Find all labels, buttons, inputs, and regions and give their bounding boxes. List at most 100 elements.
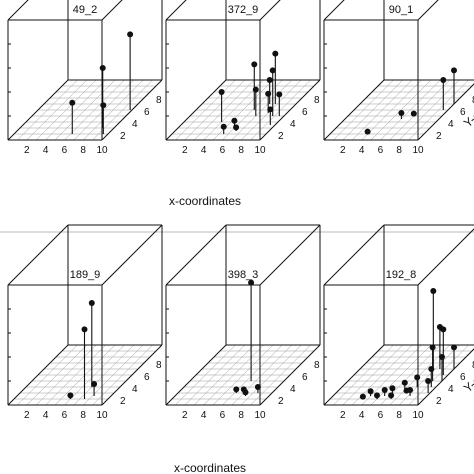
data-point xyxy=(269,67,276,74)
x-tick-label: 2 xyxy=(340,410,346,421)
box-edge xyxy=(259,79,321,141)
x-tick-label: 8 xyxy=(80,410,86,421)
box-edge xyxy=(7,224,69,286)
box-edge xyxy=(417,0,439,21)
box-edge xyxy=(259,344,321,406)
data-point xyxy=(267,106,274,113)
data-point xyxy=(266,77,273,83)
box-edge xyxy=(7,344,69,406)
floor-grid-line xyxy=(73,344,134,406)
floor-grid-line xyxy=(399,344,460,406)
y-tick-label: 6 xyxy=(460,372,466,383)
box-edge xyxy=(259,0,281,21)
box-edge xyxy=(165,79,227,141)
data-point xyxy=(231,117,238,124)
x-tick-label: 6 xyxy=(62,410,68,421)
x-tick-label: 10 xyxy=(254,145,266,156)
panel-6: 192_82468102468Y-coor xyxy=(323,224,474,421)
x-axis-caption-bottom: x-coordinates xyxy=(174,461,246,474)
floor-grid-line xyxy=(408,79,469,141)
data-point xyxy=(451,344,457,351)
floor-grid-line xyxy=(408,344,469,406)
x-tick-label: 8 xyxy=(396,145,402,156)
data-point xyxy=(233,124,240,131)
box-edge xyxy=(417,83,474,141)
y-tick-label: 8 xyxy=(156,95,162,106)
panel-title: 90_1 xyxy=(389,4,413,16)
x-tick-label: 10 xyxy=(412,145,424,156)
box-edge xyxy=(101,0,123,21)
x-tick-label: 4 xyxy=(43,145,49,156)
x-tick-label: 8 xyxy=(396,410,402,421)
floor-grid-line xyxy=(92,344,153,406)
data-point xyxy=(439,354,445,360)
x-tick-label: 2 xyxy=(182,410,188,421)
x-tick-label: 2 xyxy=(24,410,30,421)
x-tick-label: 6 xyxy=(62,145,68,156)
box-edge xyxy=(417,348,474,406)
y-tick-label: 2 xyxy=(436,131,442,142)
x-tick-label: 6 xyxy=(220,410,226,421)
x-tick-label: 2 xyxy=(24,145,30,156)
data-point xyxy=(242,389,249,396)
y-tick-label: 4 xyxy=(132,384,138,395)
floor-grid-line xyxy=(222,344,283,406)
data-point xyxy=(67,392,74,399)
data-point xyxy=(272,50,279,57)
y-tick-label: 2 xyxy=(278,131,284,142)
panel-3: 90_12468102468Y-coor xyxy=(323,0,474,156)
panel-title: 398_3 xyxy=(228,269,259,281)
box-edge xyxy=(323,0,345,21)
x-axis-caption-top: x-coordinates xyxy=(169,194,241,208)
x-tick-label: 2 xyxy=(182,145,188,156)
box-edge xyxy=(7,0,29,21)
x-tick-label: 4 xyxy=(359,145,365,156)
data-point xyxy=(218,89,225,95)
floor-grid-line xyxy=(231,344,292,406)
data-point xyxy=(398,110,405,116)
data-point xyxy=(429,344,436,351)
data-point xyxy=(430,288,437,294)
data-point xyxy=(414,374,421,381)
data-point xyxy=(440,77,447,83)
data-point xyxy=(100,102,107,109)
floor-grid-line xyxy=(250,344,311,406)
data-point xyxy=(127,31,134,38)
floor-grid-line xyxy=(380,79,441,141)
box-edge xyxy=(101,224,163,286)
data-point xyxy=(233,386,240,393)
x-tick-label: 6 xyxy=(220,145,226,156)
data-point xyxy=(364,128,371,135)
x-tick-label: 8 xyxy=(80,145,86,156)
y-tick-label: 6 xyxy=(144,372,150,383)
x-tick-label: 6 xyxy=(378,410,384,421)
panel-title: 189_9 xyxy=(70,269,101,281)
data-point xyxy=(252,86,259,93)
floor-grid-line xyxy=(64,344,125,406)
y-tick-label: 6 xyxy=(302,107,308,118)
floor-grid-line xyxy=(241,344,302,406)
floor-grid-line xyxy=(389,79,450,141)
y-tick-label: 6 xyxy=(144,107,150,118)
floor-grid-line xyxy=(231,79,292,141)
data-point xyxy=(428,366,435,372)
x-tick-label: 10 xyxy=(412,410,424,421)
box-edge xyxy=(165,0,187,21)
data-point xyxy=(410,110,417,117)
x-tick-label: 4 xyxy=(359,410,365,421)
box-edge xyxy=(323,79,385,141)
floor-grid-line xyxy=(92,79,153,141)
x-tick-label: 10 xyxy=(96,145,108,156)
data-point xyxy=(251,61,258,68)
data-point xyxy=(367,388,374,395)
x-tick-label: 6 xyxy=(378,145,384,156)
box-edge xyxy=(101,79,163,141)
box-edge xyxy=(323,224,385,286)
y-tick-label: 6 xyxy=(302,372,308,383)
x-tick-label: 4 xyxy=(201,145,207,156)
